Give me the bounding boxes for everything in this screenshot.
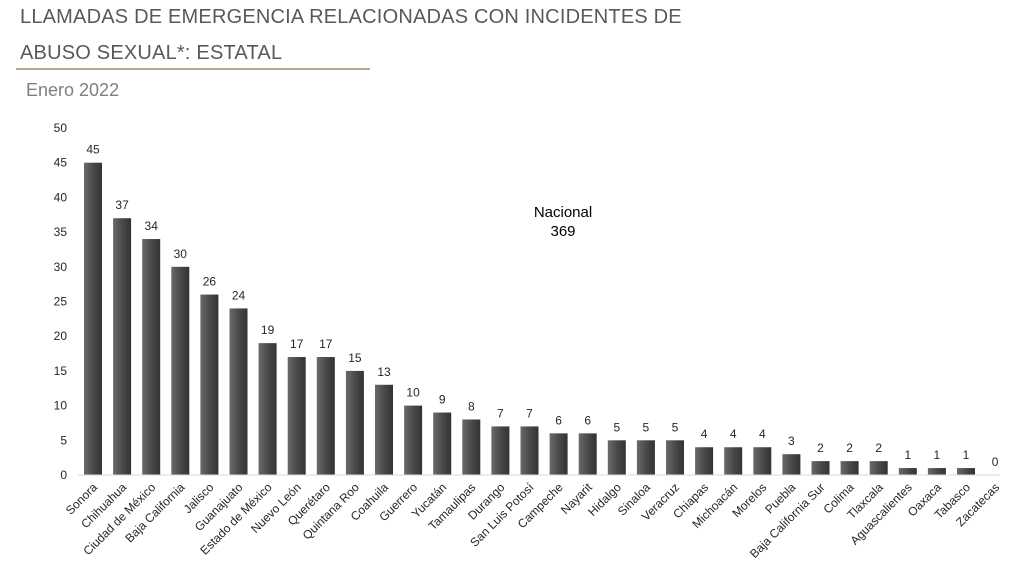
bar	[171, 266, 190, 475]
bar	[782, 454, 801, 475]
chart-title-line2: ABUSO SEXUAL*: ESTATAL	[20, 42, 283, 64]
bar	[287, 357, 306, 475]
bar	[316, 357, 335, 475]
data-label: 4	[730, 427, 737, 441]
y-tick-label: 10	[54, 399, 68, 413]
data-label: 19	[261, 323, 275, 337]
chart-subtitle: Enero 2022	[26, 80, 120, 100]
data-label: 10	[406, 386, 420, 400]
bar	[898, 468, 917, 475]
bar	[113, 218, 132, 475]
y-tick-label: 25	[54, 295, 68, 309]
bar	[84, 162, 102, 475]
bar	[549, 433, 568, 475]
data-label: 5	[672, 420, 679, 434]
data-label: 17	[290, 337, 304, 351]
bar	[869, 461, 888, 475]
data-label: 1	[963, 448, 970, 462]
data-label: 13	[377, 365, 391, 379]
title-divider	[16, 68, 370, 70]
bar	[404, 405, 423, 475]
y-tick-label: 30	[54, 260, 68, 274]
bar	[840, 461, 859, 475]
data-label: 7	[497, 406, 504, 420]
data-label: 2	[817, 441, 824, 455]
nacional-value: 369	[550, 223, 575, 240]
chart-title-line1: LLAMADAS DE EMERGENCIA RELACIONADAS CON …	[20, 6, 682, 28]
bar	[375, 384, 393, 475]
data-label: 6	[584, 413, 591, 427]
data-label: 17	[319, 337, 333, 351]
data-label: 2	[846, 441, 853, 455]
y-tick-label: 35	[54, 225, 68, 239]
data-label: 26	[203, 275, 217, 289]
data-label: 34	[145, 219, 159, 233]
data-label: 2	[875, 441, 882, 455]
data-label: 9	[439, 393, 446, 407]
bar	[142, 239, 161, 475]
nacional-label: Nacional	[534, 204, 592, 221]
data-label: 5	[643, 420, 650, 434]
bars	[84, 162, 975, 475]
data-label: 5	[613, 420, 620, 434]
data-label: 3	[788, 434, 795, 448]
bar	[345, 370, 364, 475]
data-label: 4	[759, 427, 766, 441]
y-tick-label: 15	[54, 364, 68, 378]
data-label: 15	[348, 351, 362, 365]
bar	[927, 468, 946, 475]
nacional-annotation: Nacional 369	[534, 204, 592, 240]
bar	[811, 461, 830, 475]
data-label: 37	[115, 198, 129, 212]
bar	[666, 440, 684, 475]
bar	[200, 294, 219, 475]
data-label: 6	[555, 413, 562, 427]
y-tick-label: 20	[54, 329, 68, 343]
bar	[258, 343, 277, 475]
data-label: 30	[174, 247, 188, 261]
bar	[957, 468, 975, 475]
y-tick-label: 0	[60, 468, 67, 482]
bar	[724, 447, 743, 475]
data-label: 4	[701, 427, 708, 441]
bar	[433, 412, 452, 475]
data-label: 1	[934, 448, 941, 462]
bar	[520, 426, 539, 475]
y-tick-label: 50	[54, 121, 68, 135]
data-label: 24	[232, 288, 246, 302]
data-label: 7	[526, 406, 533, 420]
bar	[636, 440, 655, 475]
y-tick-label: 40	[54, 190, 68, 204]
data-label: 0	[992, 455, 999, 469]
bar	[695, 447, 714, 475]
y-tick-label: 5	[60, 433, 67, 447]
data-label: 1	[904, 448, 911, 462]
bar	[578, 433, 597, 475]
bar	[607, 440, 626, 475]
bar	[753, 447, 772, 475]
y-axis: 0 5 10 15 20 25 30 35 40 45 50	[54, 121, 68, 482]
y-tick-label: 45	[54, 156, 68, 170]
bar	[491, 426, 510, 475]
bar	[462, 419, 481, 475]
data-label: 8	[468, 399, 475, 413]
bar	[229, 308, 248, 475]
data-label: 45	[86, 143, 100, 157]
